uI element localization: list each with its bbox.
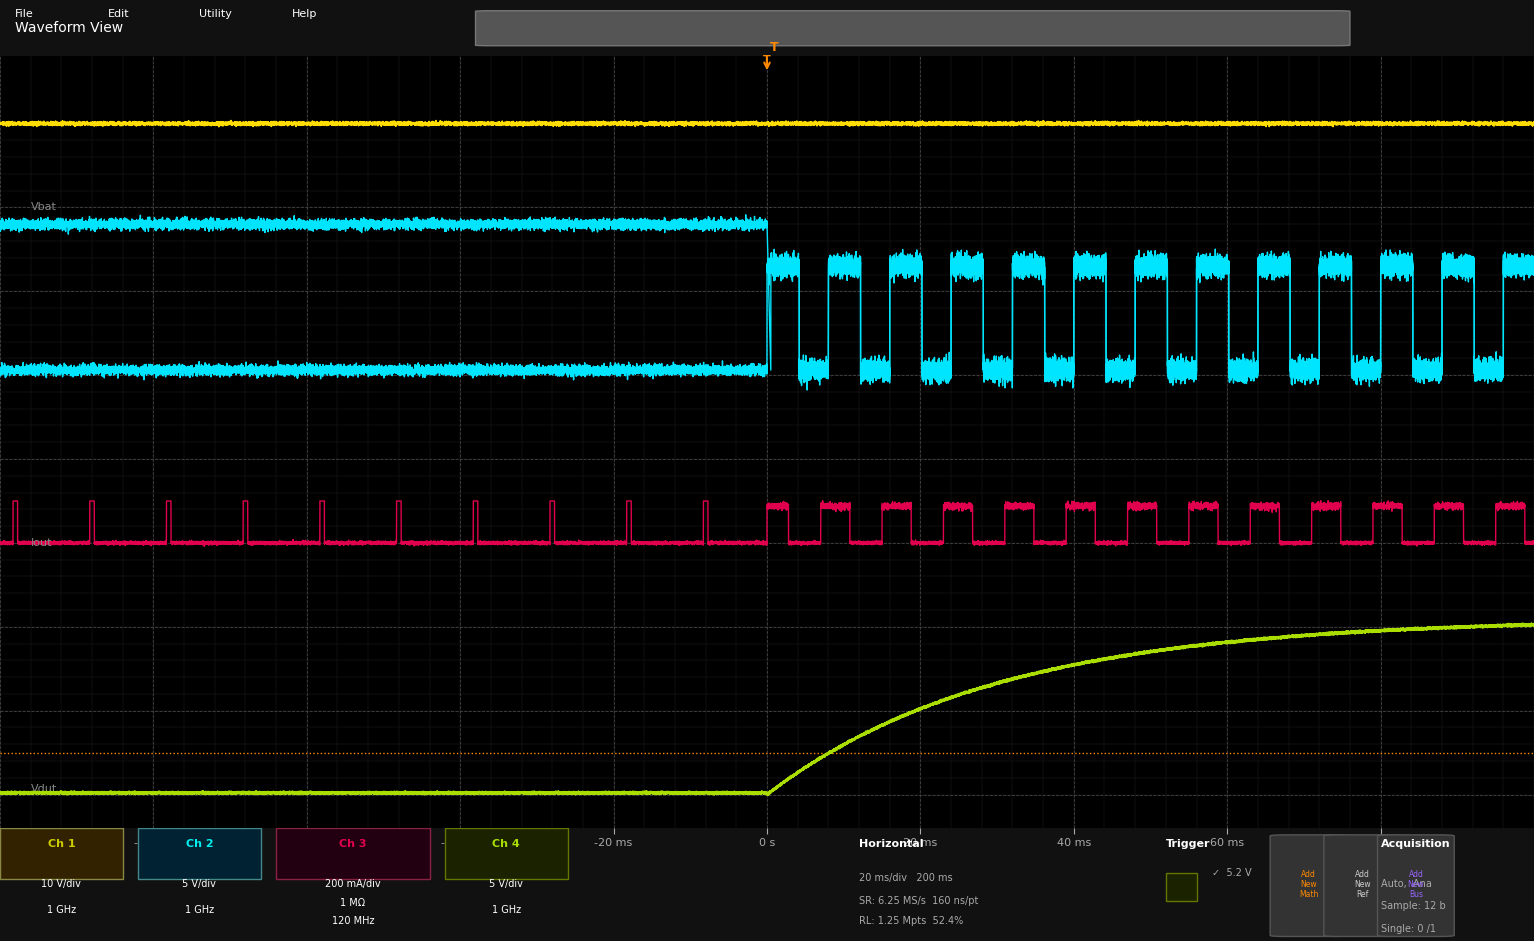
Text: T: T <box>770 40 779 54</box>
Text: 120 MHz: 120 MHz <box>331 917 374 926</box>
Text: Trigger: Trigger <box>1166 839 1210 850</box>
Text: Waveform View: Waveform View <box>15 22 123 35</box>
Text: 1 MΩ: 1 MΩ <box>341 898 365 908</box>
FancyBboxPatch shape <box>1324 835 1401 936</box>
Text: Ch 3: Ch 3 <box>339 839 367 850</box>
Text: 5 V/div: 5 V/div <box>183 879 216 889</box>
Text: Ch 1: Ch 1 <box>48 839 75 850</box>
Text: Vbat: Vbat <box>31 202 57 213</box>
Text: Auto,  Ana: Auto, Ana <box>1381 879 1431 889</box>
Text: 10 V/div: 10 V/div <box>41 879 81 889</box>
Text: RL: 1.25 Mpts  52.4%: RL: 1.25 Mpts 52.4% <box>859 917 963 926</box>
Text: Single: 0 /1: Single: 0 /1 <box>1381 924 1436 934</box>
Text: 1 GHz: 1 GHz <box>48 905 75 915</box>
FancyBboxPatch shape <box>476 10 1350 46</box>
Text: Add
New
Math: Add New Math <box>1299 869 1318 900</box>
Text: Add
New
Bus: Add New Bus <box>1408 869 1424 900</box>
FancyBboxPatch shape <box>1378 835 1454 936</box>
Text: Vdut: Vdut <box>31 785 57 794</box>
Text: Horizontal: Horizontal <box>859 839 923 850</box>
FancyBboxPatch shape <box>276 828 430 879</box>
FancyBboxPatch shape <box>1166 873 1197 901</box>
Text: Ch 2: Ch 2 <box>186 839 213 850</box>
Text: T: T <box>762 55 772 65</box>
Text: 200 mA/div: 200 mA/div <box>325 879 380 889</box>
Text: Vpwm: Vpwm <box>31 365 66 375</box>
Text: 5 V/div: 5 V/div <box>489 879 523 889</box>
Text: SR: 6.25 MS/s  160 ns/pt: SR: 6.25 MS/s 160 ns/pt <box>859 896 979 906</box>
Text: Utility: Utility <box>199 9 232 19</box>
Text: Add
New
Ref: Add New Ref <box>1355 869 1370 900</box>
Text: Ch 4: Ch 4 <box>492 839 520 850</box>
Text: File: File <box>15 9 34 19</box>
FancyBboxPatch shape <box>445 828 568 879</box>
Text: 20 ms/div   200 ms: 20 ms/div 200 ms <box>859 873 953 884</box>
Text: Edit: Edit <box>107 9 129 19</box>
FancyBboxPatch shape <box>0 828 123 879</box>
Text: Iout: Iout <box>31 538 52 548</box>
Text: ✓  5.2 V: ✓ 5.2 V <box>1212 868 1252 878</box>
Text: Help: Help <box>291 9 318 19</box>
Text: Sample: 12 b: Sample: 12 b <box>1381 901 1445 912</box>
Text: 1 GHz: 1 GHz <box>492 905 520 915</box>
Text: 1 GHz: 1 GHz <box>186 905 213 915</box>
FancyBboxPatch shape <box>138 828 261 879</box>
Text: Acquisition: Acquisition <box>1381 839 1450 850</box>
FancyBboxPatch shape <box>1270 835 1347 936</box>
